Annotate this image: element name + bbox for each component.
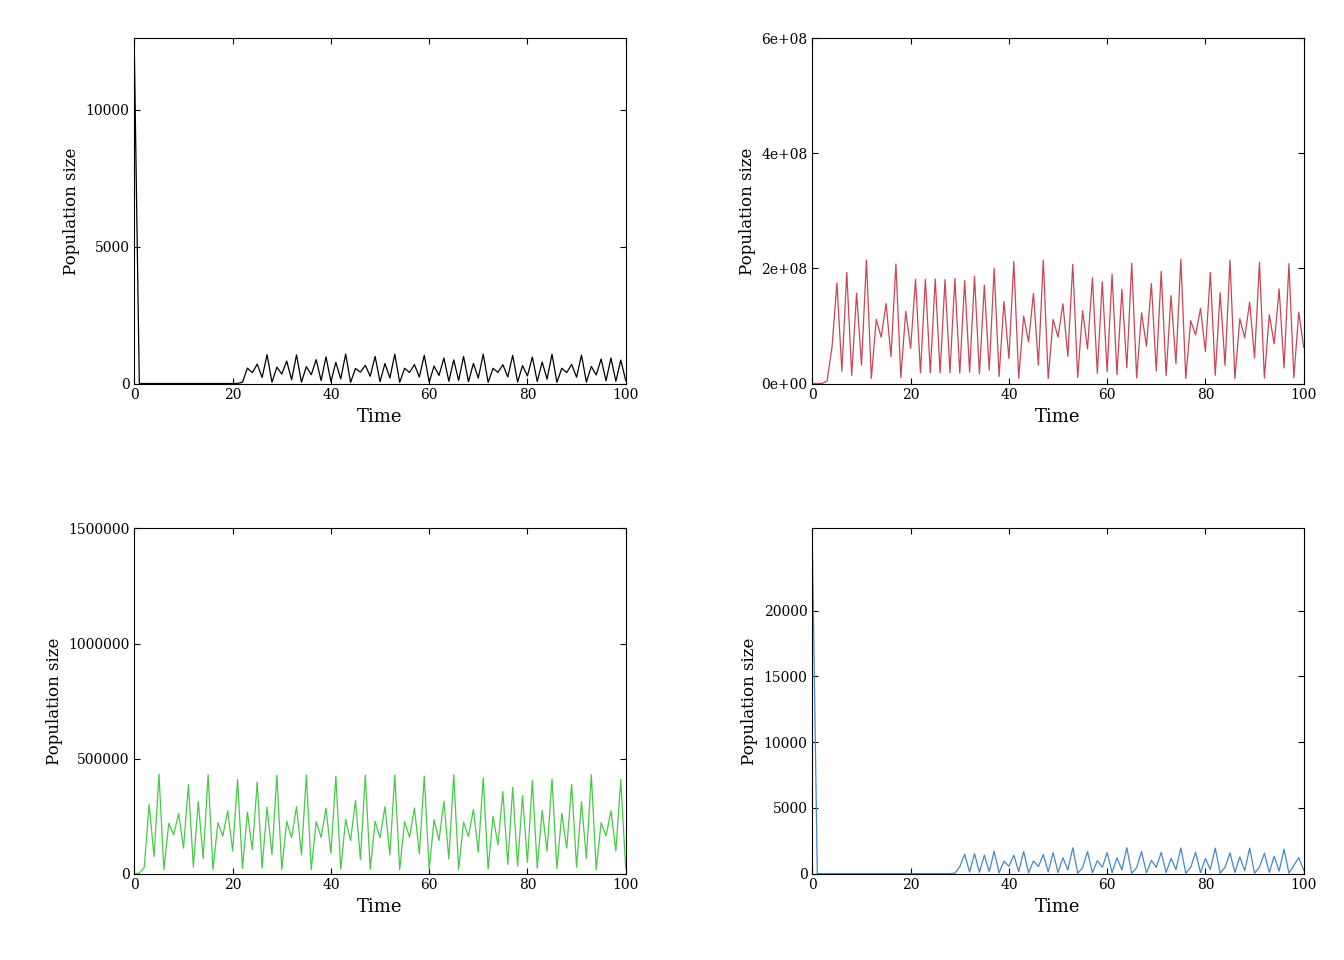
Y-axis label: Population size: Population size <box>46 637 63 765</box>
Y-axis label: Population size: Population size <box>741 637 758 765</box>
Y-axis label: Population size: Population size <box>739 147 755 275</box>
X-axis label: Time: Time <box>358 408 403 426</box>
X-axis label: Time: Time <box>1035 408 1081 426</box>
Y-axis label: Population size: Population size <box>63 147 81 275</box>
X-axis label: Time: Time <box>1035 898 1081 916</box>
X-axis label: Time: Time <box>358 898 403 916</box>
